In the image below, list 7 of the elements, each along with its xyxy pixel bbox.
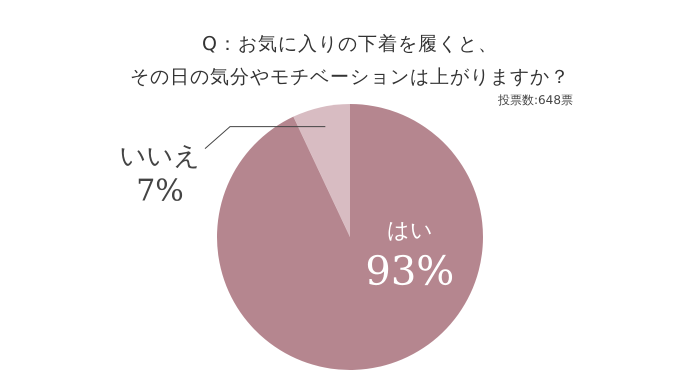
data-label: 93% [365, 248, 454, 294]
text: 投票数:648票 [498, 92, 573, 109]
chart-subtitle: その日の気分やモチベーションは上がりますか？ [130, 66, 570, 88]
data-label: 7% [136, 173, 184, 208]
slice-label: いいえ [120, 141, 200, 172]
chart-title: Q：お気に入りの下着を履くと、 [202, 33, 498, 55]
slice-label: はい [386, 218, 433, 244]
